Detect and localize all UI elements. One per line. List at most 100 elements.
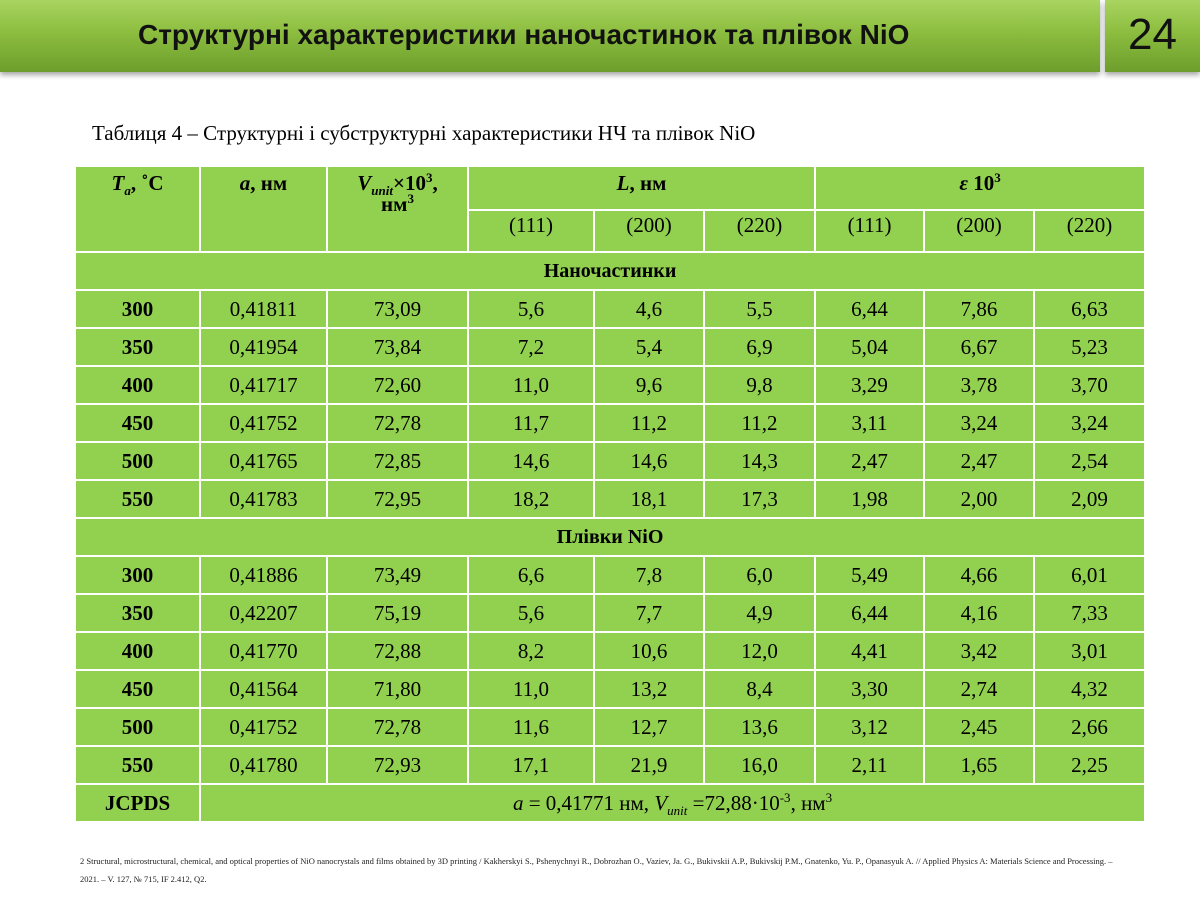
table-cell: 10,6: [593, 631, 705, 671]
table-row: 550 0,41783 72,95 18,2 18,1 17,3 1,98 2,00 2,09: [74, 479, 1147, 519]
table-cell: 500: [74, 441, 201, 481]
table-cell: 18,1: [593, 479, 705, 519]
jcpds-values: a = 0,41771 нм, Vunit =72,88·10-3, нм3: [198, 783, 1147, 823]
table-cell: 5,5: [702, 289, 817, 329]
table-cell: 8,2: [467, 631, 595, 671]
section-title-films: Плівки NiO: [73, 517, 1147, 557]
table-cell: 3,11: [814, 403, 926, 443]
table-row: 300 0,41811 73,09 5,6 4,6 5,5 6,44 7,86 6,63: [74, 289, 1147, 329]
nanoparticles-rows: 300 0,41811 73,09 5,6 4,6 5,5 6,44 7,86 6,63 350 0…: [74, 289, 1147, 519]
table-cell: 3,24: [923, 403, 1036, 443]
table-cell: 3,01: [1033, 631, 1147, 671]
table-cell: 72,95: [326, 479, 469, 519]
table-cell: 7,86: [923, 289, 1036, 329]
table-cell: 11,7: [467, 403, 595, 443]
table-cell: 3,30: [814, 669, 926, 709]
table-cell: 500: [74, 707, 201, 747]
table-cell: 73,49: [326, 555, 469, 595]
table-cell: 2,09: [1033, 479, 1147, 519]
table-cell: 6,6: [467, 555, 595, 595]
table-cell: 550: [74, 745, 201, 785]
films-rows: 300 0,41886 73,49 6,6 7,8 6,0 5,49 4,66 6,01 350 0…: [74, 555, 1147, 785]
table-cell: 13,6: [702, 707, 817, 747]
subheader-l-111: (111): [467, 209, 595, 253]
table-cell: 0,41780: [199, 745, 328, 785]
table-row: 550 0,41780 72,93 17,1 21,9 16,0 2,11 1,65 2,25: [74, 745, 1147, 785]
nio-structure-table: Ta, ˚С a, нм Vunit×103, нм3 L, нм ε 103 (…: [73, 165, 1147, 823]
table-cell: 450: [74, 403, 201, 443]
table-cell: 6,9: [702, 327, 817, 367]
table-cell: 0,41811: [199, 289, 328, 329]
table-cell: 72,78: [326, 707, 469, 747]
table-cell: 14,3: [702, 441, 817, 481]
table-cell: 13,2: [593, 669, 705, 709]
table-cell: 7,2: [467, 327, 595, 367]
table-caption: Таблиця 4 – Структурні і субструктурні х…: [92, 121, 756, 145]
table-cell: 300: [74, 555, 201, 595]
table-cell: 12,7: [593, 707, 705, 747]
table-cell: 400: [74, 631, 201, 671]
table-cell: 11,0: [467, 365, 595, 405]
table-row: 400 0,41770 72,88 8,2 10,6 12,0 4,41 3,42 3,01: [74, 631, 1147, 671]
table-cell: 7,33: [1033, 593, 1147, 633]
table-cell: 3,12: [814, 707, 926, 747]
table-cell: 72,93: [326, 745, 469, 785]
table-cell: 6,44: [814, 289, 926, 329]
table-row: 450 0,41564 71,80 11,0 13,2 8,4 3,30 2,74 4,32: [74, 669, 1147, 709]
table-cell: 4,66: [923, 555, 1036, 595]
table-cell: 75,19: [326, 593, 469, 633]
table-cell: 17,1: [467, 745, 595, 785]
table-cell: 4,16: [923, 593, 1036, 633]
table-cell: 8,4: [702, 669, 817, 709]
table-header: Ta, ˚С a, нм Vunit×103, нм3 L, нм ε 103 (…: [74, 165, 1147, 253]
table-cell: 11,0: [467, 669, 595, 709]
table-cell: 0,41564: [199, 669, 328, 709]
table-cell: 21,9: [593, 745, 705, 785]
table-cell: 11,2: [593, 403, 705, 443]
table-cell: 7,7: [593, 593, 705, 633]
table-cell: 12,0: [702, 631, 817, 671]
title-banner: Структурні характеристики наночастинок т…: [0, 0, 1100, 72]
header-lattice-constant: a, нм: [199, 165, 328, 253]
table-row: 300 0,41886 73,49 6,6 7,8 6,0 5,49 4,66 6,01: [74, 555, 1147, 595]
subheader-e-111: (111): [814, 209, 926, 253]
jcpds-reference: JCPDS a = 0,41771 нм, Vunit =72,88·10-3,…: [74, 783, 1147, 823]
table-cell: 350: [74, 327, 201, 367]
table-cell: 73,84: [326, 327, 469, 367]
table-cell: 0,41783: [199, 479, 328, 519]
table-cell: 18,2: [467, 479, 595, 519]
table-cell: 5,6: [467, 593, 595, 633]
table-cell: 3,42: [923, 631, 1036, 671]
table-cell: 0,41886: [199, 555, 328, 595]
table-cell: 1,65: [923, 745, 1036, 785]
table-row: 500 0,41752 72,78 11,6 12,7 13,6 3,12 2,45 2,66: [74, 707, 1147, 747]
table-cell: 1,98: [814, 479, 926, 519]
table-cell: 0,41752: [199, 707, 328, 747]
table-cell: 7,8: [593, 555, 705, 595]
table-cell: 14,6: [593, 441, 705, 481]
header-microstrain: ε 103: [814, 165, 1147, 211]
table-cell: 6,63: [1033, 289, 1147, 329]
table-row: 450 0,41752 72,78 11,7 11,2 11,2 3,11 3,24 3,24: [74, 403, 1147, 443]
table-cell: 3,29: [814, 365, 926, 405]
section-nanoparticles: Наночастинки: [73, 251, 1147, 291]
table-cell: 14,6: [467, 441, 595, 481]
reference-footnote: 2 Structural, microstructural, chemical,…: [80, 856, 1113, 884]
slide-number-box: 24: [1105, 0, 1200, 72]
table-cell: 9,8: [702, 365, 817, 405]
header-temperature: Ta, ˚С: [74, 165, 201, 253]
table-cell: 5,04: [814, 327, 926, 367]
table-cell: 0,42207: [199, 593, 328, 633]
table-cell: 6,01: [1033, 555, 1147, 595]
table-cell: 5,49: [814, 555, 926, 595]
table-cell: 0,41765: [199, 441, 328, 481]
table-cell: 3,24: [1033, 403, 1147, 443]
table-cell: 2,74: [923, 669, 1036, 709]
table-cell: 4,6: [593, 289, 705, 329]
table-row: 350 0,42207 75,19 5,6 7,7 4,9 6,44 4,16 7,33: [74, 593, 1147, 633]
table-row: 400 0,41717 72,60 11,0 9,6 9,8 3,29 3,78 3,70: [74, 365, 1147, 405]
table-cell: 73,09: [326, 289, 469, 329]
table-cell: 2,54: [1033, 441, 1147, 481]
table-cell: 72,85: [326, 441, 469, 481]
table-cell: 0,41954: [199, 327, 328, 367]
